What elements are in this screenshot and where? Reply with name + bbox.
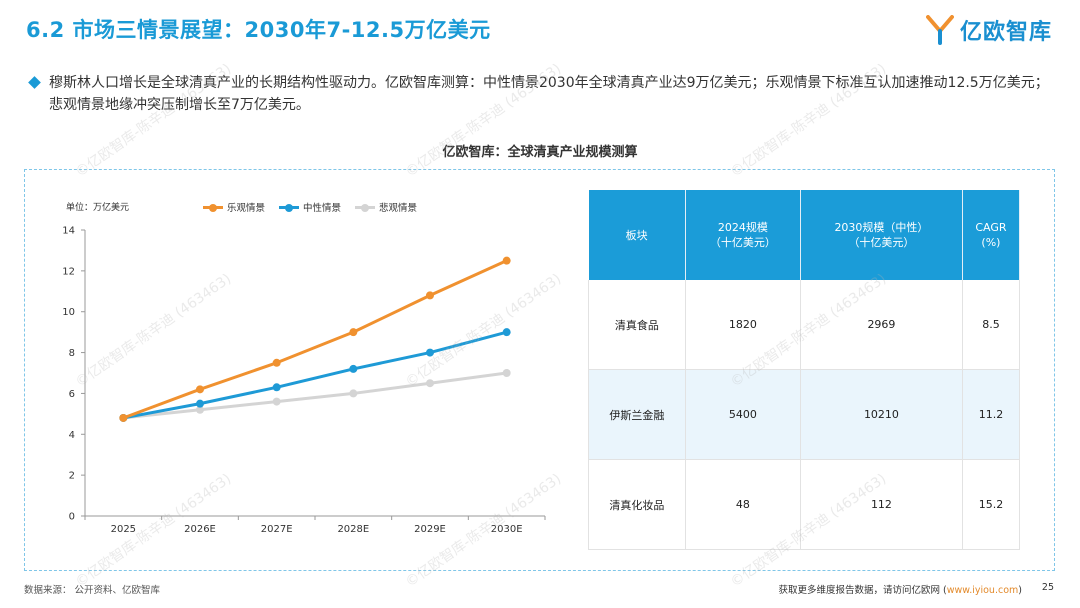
y-tick-label: 10: [62, 307, 75, 318]
data-point: [349, 389, 358, 398]
data-point: [196, 385, 204, 394]
logo-icon: [925, 15, 954, 45]
table-cell: 清真化妆品: [588, 459, 686, 550]
figure-panel: [24, 169, 1055, 571]
table-header-cell: 板块: [588, 190, 686, 280]
footer-text: 获取更多维度报告数据，请访问亿欧网 (: [778, 585, 947, 596]
logo-text: 亿欧智库: [959, 20, 1052, 45]
brand-logo: 亿欧智库: [925, 14, 1052, 46]
x-tick-label: 2030E: [491, 524, 523, 535]
table-cell: 伊斯兰金融: [588, 369, 686, 460]
y-tick-label: 12: [62, 266, 75, 277]
data-point: [426, 348, 434, 357]
table-cell: 11.2: [962, 369, 1021, 460]
series-line: [123, 330, 508, 420]
data-point: [349, 328, 358, 337]
x-tick-label: 2025: [111, 524, 136, 535]
table-cell: 1820: [685, 280, 801, 370]
table-cell: 10210: [800, 369, 963, 460]
legend-swatch-optimistic: [203, 202, 223, 212]
chart-legend: 乐观情景 中性情景 悲观情景: [203, 200, 417, 214]
legend-label: 悲观情景: [379, 203, 418, 214]
data-point: [349, 364, 358, 373]
y-tick-label: 0: [69, 512, 75, 523]
page-number: 25: [1041, 582, 1054, 593]
x-tick-label: 2028E: [337, 524, 369, 535]
table-header-cell: 2024规模 （十亿美元）: [685, 190, 801, 280]
table-row: 清真食品 1820 2969 8.5: [588, 280, 1021, 370]
table-cell: 112: [800, 459, 963, 550]
table-cell: 清真食品: [588, 280, 686, 370]
legend-swatch-pessimistic: [355, 202, 376, 212]
table-row: 清真化妆品 48 112 15.2: [588, 459, 1021, 550]
page-title: 6.2 市场三情景展望：2030年7-12.5万亿美元: [26, 18, 491, 42]
data-point: [502, 369, 511, 377]
chart-unit-label: 单位：万亿美元: [66, 203, 130, 213]
table-cell: 15.2: [962, 459, 1021, 550]
diamond-bullet-icon: [28, 76, 41, 89]
y-tick-label: 2: [69, 471, 75, 482]
legend-label: 乐观情景: [227, 203, 266, 214]
legend-item-optimistic: 乐观情景: [203, 200, 265, 214]
data-point: [426, 379, 434, 388]
x-tick-label: 2029E: [414, 524, 446, 535]
figure-title: 亿欧智库：全球清真产业规模测算: [442, 145, 638, 160]
table-header-row: 板块 2024规模 （十亿美元） 2030规模（中性） （十亿美元） CAGR (%): [588, 190, 1021, 280]
data-point: [272, 383, 281, 392]
footer-link[interactable]: www.iyiou.com: [946, 585, 1019, 596]
data-point: [119, 413, 128, 422]
table-cell: 8.5: [962, 280, 1021, 370]
y-tick-label: 14: [62, 226, 75, 237]
data-point: [502, 328, 511, 337]
table-row: 伊斯兰金融 5400 10210 11.2: [588, 369, 1021, 460]
data-table: 板块 2024规模 （十亿美元） 2030规模（中性） （十亿美元） CAGR (%)…: [588, 190, 1021, 550]
table-cell: 5400: [685, 369, 801, 460]
footer-text: ): [1018, 585, 1022, 596]
series-line: [123, 371, 507, 420]
line-chart: 0 2 4 6 8 10 12 14 2025 2026E 2027E 2028E 2029E 2030E: [62, 226, 546, 535]
table-cell: 48: [685, 459, 801, 550]
y-tick-label: 8: [69, 348, 75, 359]
legend-item-neutral: 中性情景: [279, 200, 341, 214]
summary-text: 穆斯林人口增长是全球清真产业的长期结构性驱动力。亿欧智库测算：中性情景2030年…: [49, 75, 1049, 113]
legend-swatch-neutral: [279, 202, 300, 212]
y-tick-label: 6: [69, 389, 75, 400]
series-line: [122, 259, 508, 420]
data-point: [272, 397, 281, 406]
table-header-cell: CAGR (%): [962, 190, 1021, 280]
table-header-cell: 2030规模（中性） （十亿美元）: [800, 190, 963, 280]
data-point: [426, 291, 434, 300]
data-point: [196, 399, 204, 408]
data-source: 数据来源： 公开资料、亿欧智库: [24, 585, 161, 596]
data-point: [272, 358, 281, 367]
x-tick-label: 2027E: [261, 524, 293, 535]
summary-bullet: 穆斯林人口增长是全球清真产业的长期结构性驱动力。亿欧智库测算：中性情景2030年…: [28, 72, 1060, 116]
y-tick-label: 4: [69, 430, 75, 441]
data-point: [502, 256, 511, 265]
legend-item-pessimistic: 悲观情景: [355, 200, 417, 214]
footer-note: 获取更多维度报告数据，请访问亿欧网 (www.iyiou.com): [779, 582, 1022, 596]
table-cell: 2969: [800, 280, 963, 370]
data-point: [196, 405, 204, 414]
legend-label: 中性情景: [303, 203, 342, 214]
x-tick-label: 2026E: [184, 524, 216, 535]
